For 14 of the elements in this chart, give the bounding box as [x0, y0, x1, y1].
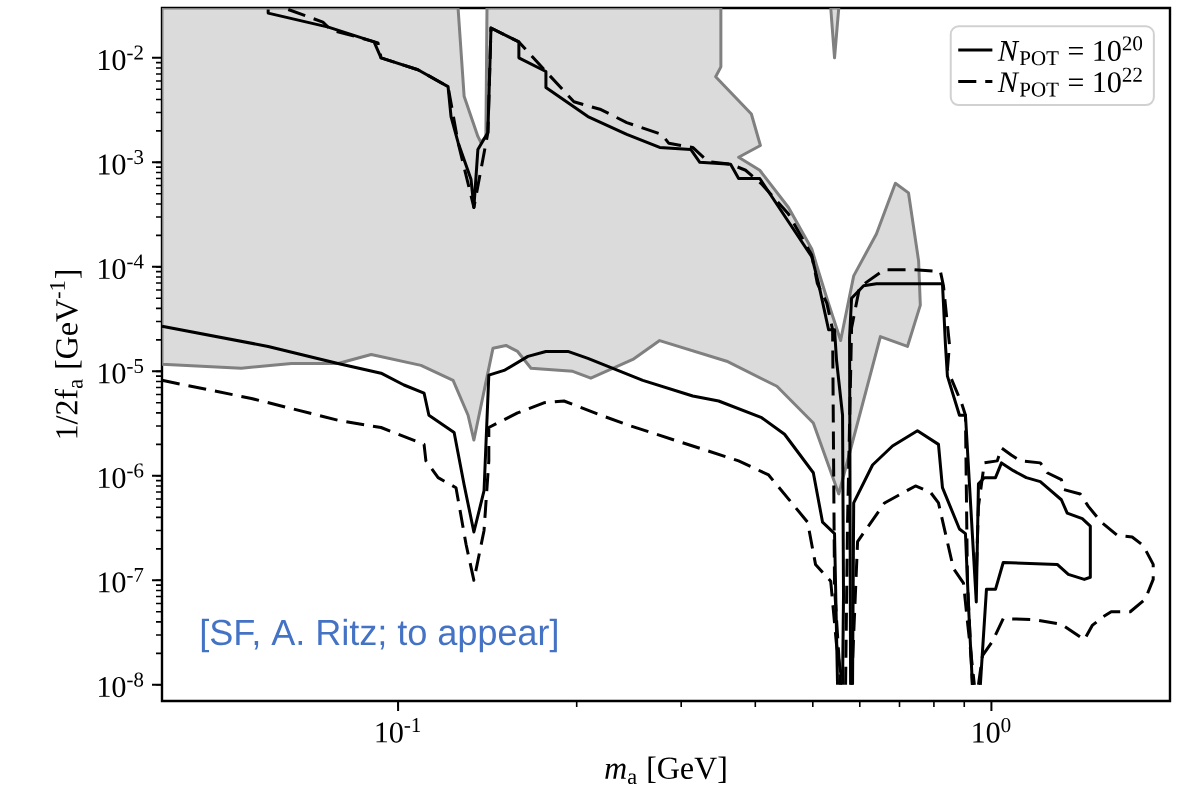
y-tick-label: 10$^{-4}$ — [99, 254, 144, 280]
x-axis-title: m$_{a}$ [GeV] — [605, 756, 726, 785]
y-tick-label: 10$^{-3}$ — [99, 150, 144, 175]
legend-label: N$_{POT}$ = 10$^{22}$ — [997, 67, 1142, 97]
y-tick-label: 10$^{-7}$ — [99, 568, 144, 593]
y-tick-label: 10$^{-5}$ — [99, 359, 144, 384]
x-tick-label: 10$^{-1}$ — [376, 718, 421, 743]
y-tick-label: 10$^{-8}$ — [99, 672, 144, 698]
annotation: [SF, A. Ritz; to appear] — [201, 618, 557, 653]
legend-label: N$_{POT}$ = 10$^{20}$ — [997, 36, 1143, 66]
x-tick-label: 10$^{0}$ — [973, 718, 1011, 743]
y-tick-label: 10$^{-6}$ — [99, 463, 144, 489]
y-axis-title: 1/2f$_{a}$ [GeV$^{-1}$] — [49, 270, 83, 438]
y-tick-label: 10$^{-2}$ — [99, 45, 143, 71]
